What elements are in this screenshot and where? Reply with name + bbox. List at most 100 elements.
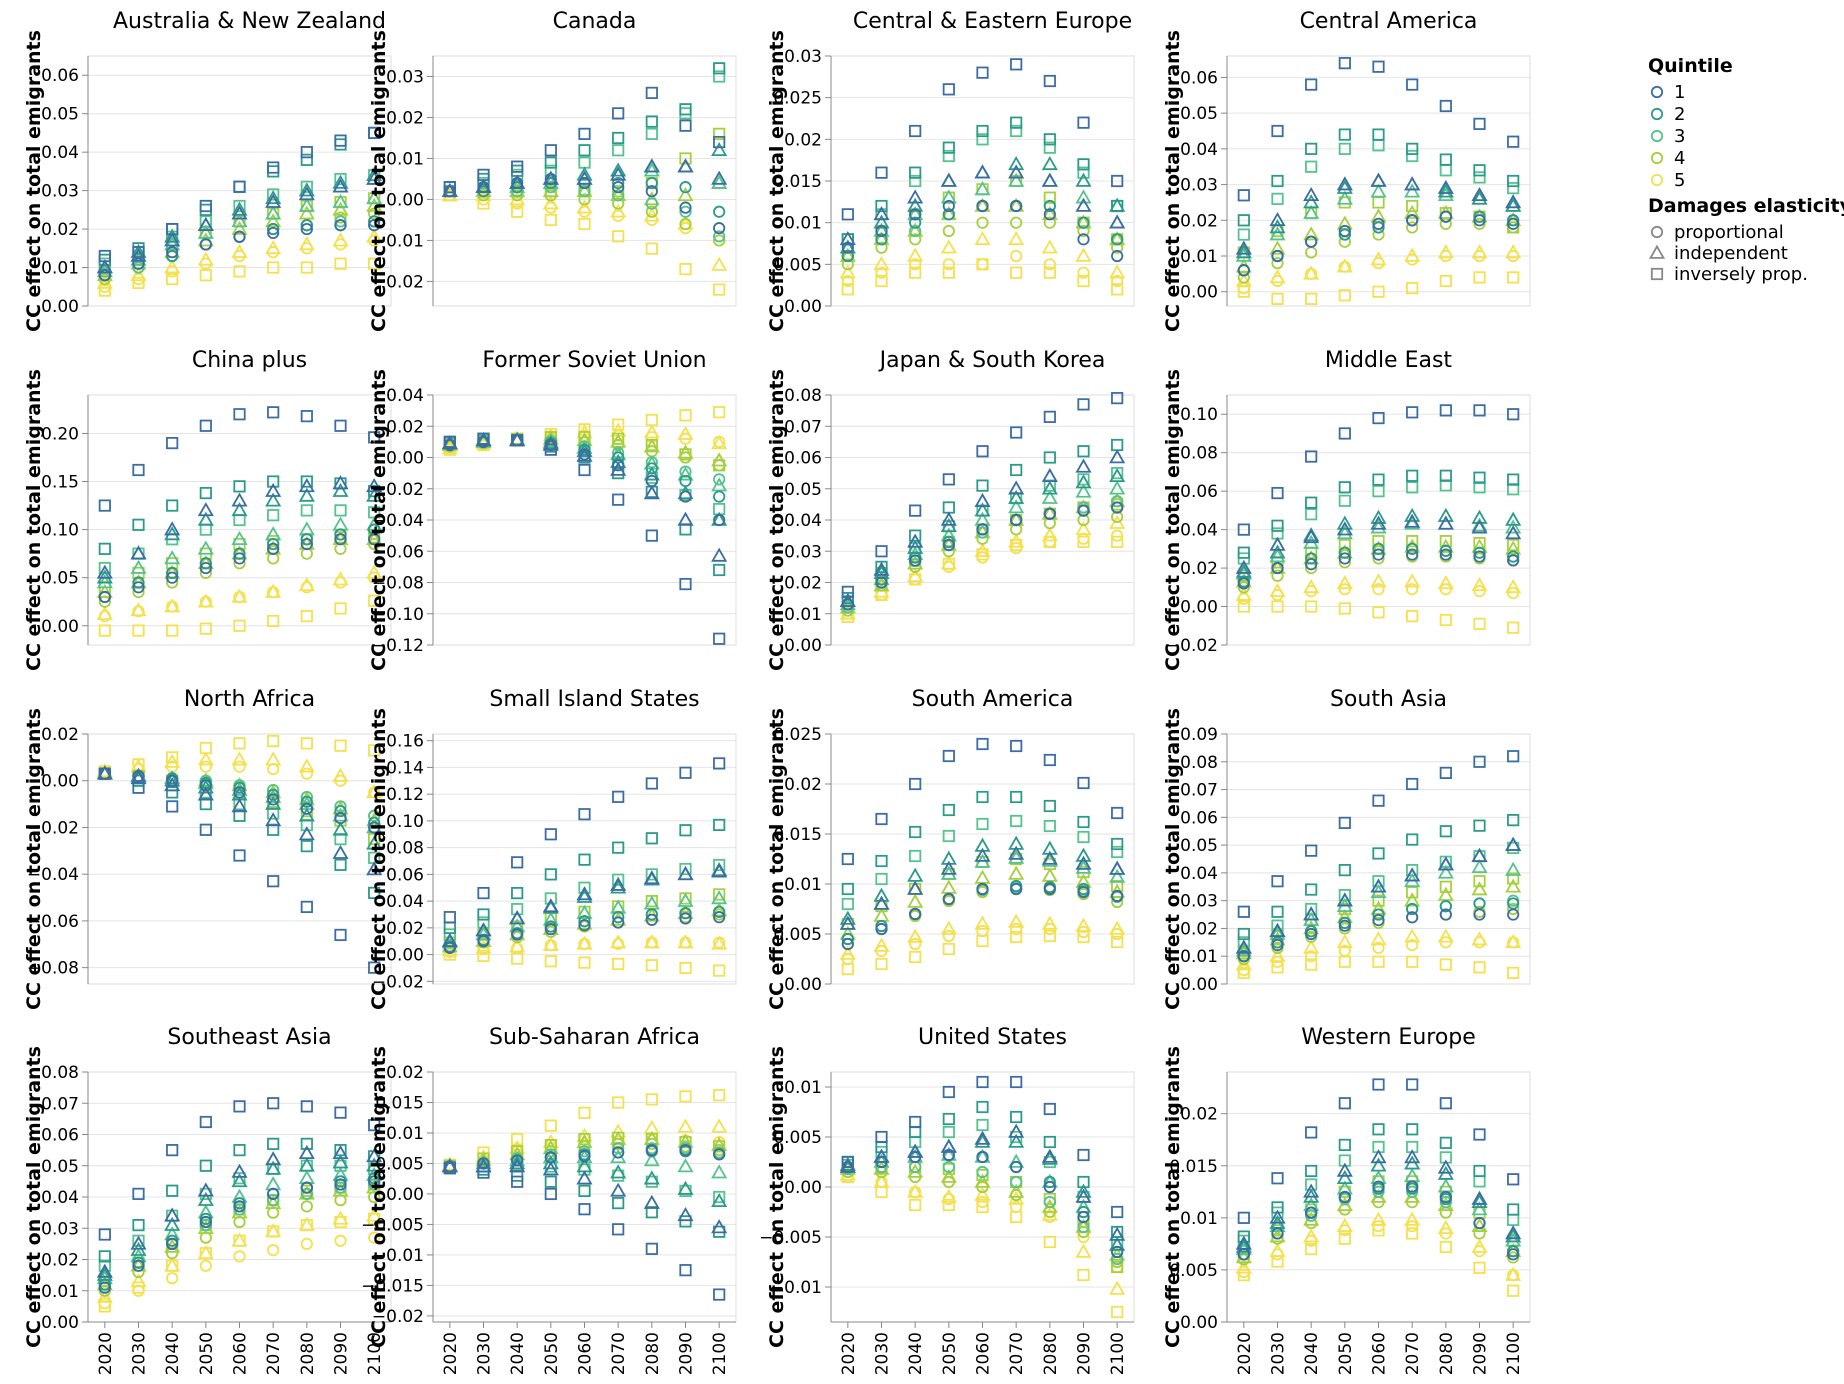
data-point (1010, 116, 1023, 129)
data-point (542, 1155, 559, 1170)
y-tick-label: −0.02 (372, 972, 424, 992)
data-point (942, 141, 955, 154)
data-point (1111, 392, 1124, 405)
data-point (1075, 474, 1092, 489)
data-point (332, 475, 349, 490)
data-point (612, 873, 625, 886)
data-point (334, 504, 347, 517)
data-point (1111, 845, 1124, 859)
data-point (1372, 411, 1385, 425)
data-point (1075, 859, 1092, 874)
data-point (132, 463, 145, 477)
data-point (839, 592, 856, 608)
data-point (1043, 208, 1056, 221)
data-point (713, 490, 726, 503)
data-point (1235, 939, 1252, 954)
data-point (1237, 905, 1250, 918)
data-point (1439, 548, 1452, 561)
y-tick-label: 0.07 (784, 417, 822, 437)
data-point (841, 208, 854, 221)
data-point (940, 1168, 957, 1183)
data-point (1303, 186, 1320, 202)
data-point (300, 180, 313, 193)
data-point (164, 521, 181, 536)
data-point (1336, 179, 1353, 194)
data-point (334, 858, 347, 871)
legend-quintile-symbol (1650, 129, 1664, 143)
data-point (645, 197, 658, 210)
data-point (976, 548, 989, 561)
data-point (1111, 529, 1124, 542)
data-point (166, 499, 179, 512)
data-point (976, 66, 989, 79)
data-point (645, 242, 658, 255)
data-point (942, 1198, 955, 1212)
data-marks (441, 1089, 728, 1301)
panel-title: Central & Eastern Europe (853, 9, 1132, 34)
data-point (166, 774, 179, 787)
data-point (164, 598, 181, 613)
y-tick-label: 0.03 (41, 1219, 79, 1239)
data-point (1269, 211, 1286, 227)
data-point (1271, 561, 1284, 575)
data-point (164, 236, 181, 251)
data-point (368, 219, 381, 232)
data-point (1109, 514, 1126, 529)
data-point (233, 1250, 246, 1263)
data-point (1404, 573, 1421, 588)
y-tick-label: 0.01 (386, 1124, 424, 1144)
data-point (645, 959, 658, 972)
data-point (1338, 546, 1351, 559)
data-point (1305, 450, 1318, 463)
data-point (1043, 929, 1056, 943)
data-point (1439, 469, 1452, 482)
y-tick-label: 0.03 (784, 542, 822, 562)
data-point (1271, 249, 1284, 263)
data-point (1507, 621, 1520, 634)
data-point (1404, 204, 1421, 219)
data-point (298, 826, 315, 841)
data-point (98, 1259, 111, 1272)
data-point (1338, 864, 1351, 877)
data-point (199, 486, 212, 500)
data-point (1010, 426, 1023, 439)
data-point (677, 1158, 694, 1173)
data-point (542, 898, 559, 913)
data-point (1406, 610, 1419, 623)
x-tick-label: 2040 (508, 1332, 528, 1375)
data-point (166, 436, 179, 450)
x-tick-label: 2070 (264, 1332, 284, 1375)
panel-title: Canada (553, 9, 637, 34)
data-point (300, 1137, 313, 1150)
y-tick-label: 0.08 (1180, 753, 1218, 773)
data-point (544, 144, 557, 157)
data-point (1010, 463, 1023, 477)
data-point (1077, 513, 1090, 527)
panel-south-asia: 0.00 0.01 0.02 0.03 0.04 0.05 0.06 0.07 0.08 0.09… (1162, 687, 1531, 1010)
data-point (711, 1219, 728, 1234)
data-point (1303, 939, 1320, 954)
data-point (713, 757, 726, 770)
data-point (643, 485, 660, 500)
data-point (300, 1237, 313, 1250)
data-point (300, 1181, 313, 1194)
data-point (1111, 274, 1124, 288)
data-point (1271, 905, 1284, 918)
data-point (1075, 189, 1092, 204)
data-point (1406, 1227, 1419, 1240)
data-point (679, 766, 692, 779)
data-point (300, 900, 313, 913)
data-point (1043, 535, 1056, 548)
data-point (1507, 214, 1520, 227)
data-point (300, 504, 313, 517)
data-point (1008, 231, 1025, 246)
data-point (509, 1158, 526, 1173)
data-point (1372, 217, 1385, 230)
data-point (1237, 1230, 1250, 1243)
data-point (1404, 1149, 1421, 1164)
data-point (1372, 1224, 1385, 1237)
data-point (909, 224, 922, 238)
x-tick-label: 2070 (1007, 1332, 1027, 1375)
data-point (132, 1187, 145, 1200)
data-point (875, 166, 888, 179)
